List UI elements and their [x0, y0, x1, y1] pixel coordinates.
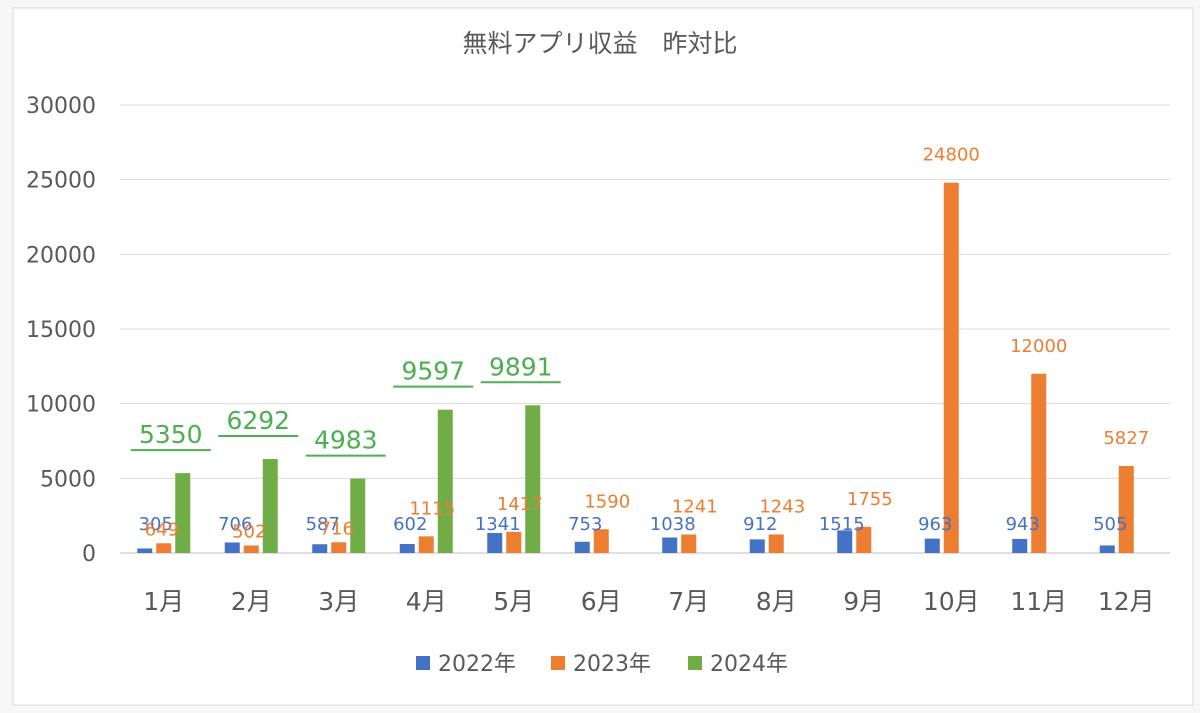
- data-label-2022年-7月: 1038: [650, 514, 696, 535]
- bar-2022年-10月: [924, 538, 940, 553]
- gridlines: [120, 104, 1170, 554]
- legend: 2022年 2023年 2024年: [416, 652, 788, 677]
- bar-2023年-3月: [331, 542, 347, 553]
- bar-2023年-9月: [856, 526, 872, 553]
- legend-swatch-2024年: [688, 656, 702, 670]
- data-label-2022年-10月: 963: [918, 514, 952, 535]
- bar-2023年-1月: [156, 543, 172, 553]
- x-tick-label: 6月: [581, 587, 622, 616]
- bar-2023年-5月: [506, 531, 522, 553]
- bar-2023年-7月: [681, 534, 697, 553]
- x-tick-label: 8月: [756, 587, 797, 616]
- data-label-2022年-1月: 305: [139, 514, 173, 535]
- data-label-2023年-2月: 502: [232, 522, 266, 543]
- x-tick-label: 1月: [143, 587, 184, 616]
- data-label-2022年-8月: 912: [743, 514, 777, 535]
- bar-2022年-2月: [224, 542, 240, 553]
- y-tick-label: 0: [82, 542, 96, 567]
- data-label-2024年-3月: 4983: [314, 426, 378, 455]
- x-tick-label: 7月: [668, 587, 709, 616]
- y-tick-label: 30000: [26, 94, 96, 119]
- bar-2024年-2月: [262, 459, 278, 553]
- data-label-2022年-9月: 1515: [819, 514, 865, 535]
- y-axis: 0 5000 10000 15000 20000 25000 30000: [26, 94, 96, 567]
- data-label-2023年-7月: 1241: [672, 496, 718, 517]
- y-tick-label: 20000: [26, 243, 96, 268]
- data-label-2022年-12月: 505: [1093, 514, 1127, 535]
- data-label-2023年-11月: 12000: [1010, 336, 1067, 357]
- y-tick-label: 10000: [26, 393, 96, 418]
- bar-2023年-4月: [418, 536, 434, 553]
- chart-title: 無料アプリ収益 昨対比: [462, 29, 737, 58]
- bar-2022年-5月: [487, 532, 503, 553]
- bar-2024年-3月: [350, 478, 366, 553]
- data-label-2022年-2月: 706: [218, 514, 252, 535]
- legend-swatch-2023年: [551, 656, 565, 670]
- bar-2023年-10月: [943, 182, 959, 554]
- y-tick-label: 25000: [26, 169, 96, 194]
- data-label-2022年-11月: 943: [1006, 514, 1040, 535]
- x-tick-label: 11月: [1010, 587, 1067, 616]
- bar-2022年-1月: [137, 548, 153, 553]
- bar-2023年-8月: [768, 534, 784, 553]
- x-tick-label: 12月: [1098, 587, 1155, 616]
- legend-label: 2024年: [710, 652, 788, 677]
- data-label-2023年-10月: 24800: [923, 145, 980, 166]
- bar-2023年-6月: [593, 529, 609, 553]
- x-tick-label: 2月: [231, 587, 272, 616]
- data-label-2023年-12月: 5827: [1103, 428, 1149, 449]
- data-label-2024年-1月: 5350: [139, 420, 203, 449]
- bar-2024年-5月: [525, 405, 541, 553]
- bar-2022年-7月: [662, 537, 678, 553]
- data-label-2022年-5月: 1341: [475, 514, 521, 535]
- bar-2022年-3月: [312, 544, 328, 553]
- bar-2024年-4月: [437, 409, 453, 553]
- data-label-2024年-4月: 9597: [401, 357, 465, 386]
- legend-label: 2022年: [438, 652, 516, 677]
- bars: [137, 182, 1134, 554]
- data-label-2023年-6月: 1590: [584, 491, 630, 512]
- legend-swatch-2022年: [416, 656, 430, 670]
- bar-2023年-11月: [1031, 373, 1047, 553]
- x-tick-label: 4月: [406, 587, 447, 616]
- y-tick-label: 5000: [40, 467, 96, 492]
- bar-2022年-8月: [749, 539, 765, 553]
- bar-2022年-4月: [399, 544, 415, 553]
- data-label-2023年-4月: 1115: [409, 498, 455, 519]
- x-tick-label: 3月: [318, 587, 359, 616]
- bar-2022年-6月: [574, 541, 590, 553]
- data-label-2023年-9月: 1755: [847, 489, 893, 510]
- bar-2022年-9月: [837, 530, 853, 553]
- data-label-2023年-8月: 1243: [759, 496, 805, 517]
- data-label-2023年-1月: 649: [145, 519, 179, 540]
- bar-2024年-1月: [175, 473, 191, 553]
- data-labels: 305 706 587 602 1341 753 1038 912 1515 963 943 505 6…: [130, 145, 1149, 543]
- y-tick-label: 15000: [26, 318, 96, 343]
- bar-2022年-11月: [1012, 538, 1028, 553]
- data-label-2022年-4月: 602: [393, 514, 427, 535]
- data-label-2024年-5月: 9891: [489, 352, 553, 381]
- x-tick-label: 9月: [843, 587, 884, 616]
- x-tick-label: 10月: [923, 587, 980, 616]
- legend-label: 2023年: [573, 652, 651, 677]
- data-label-2022年-3月: 587: [306, 514, 340, 535]
- chart-border: [12, 7, 1194, 706]
- bar-2023年-2月: [243, 545, 259, 553]
- bar-2022年-12月: [1099, 545, 1115, 553]
- data-label-2022年-6月: 753: [568, 514, 602, 535]
- x-axis: 1月 2月 3月 4月 5月 6月 7月 8月 9月 10月 11月 12月: [143, 587, 1154, 616]
- x-tick-label: 5月: [493, 587, 534, 616]
- bar-2023年-12月: [1118, 465, 1134, 553]
- data-label-2023年-5月: 1417: [497, 494, 543, 515]
- data-label-2023年-3月: 716: [320, 518, 354, 539]
- data-label-2024年-2月: 6292: [226, 406, 290, 435]
